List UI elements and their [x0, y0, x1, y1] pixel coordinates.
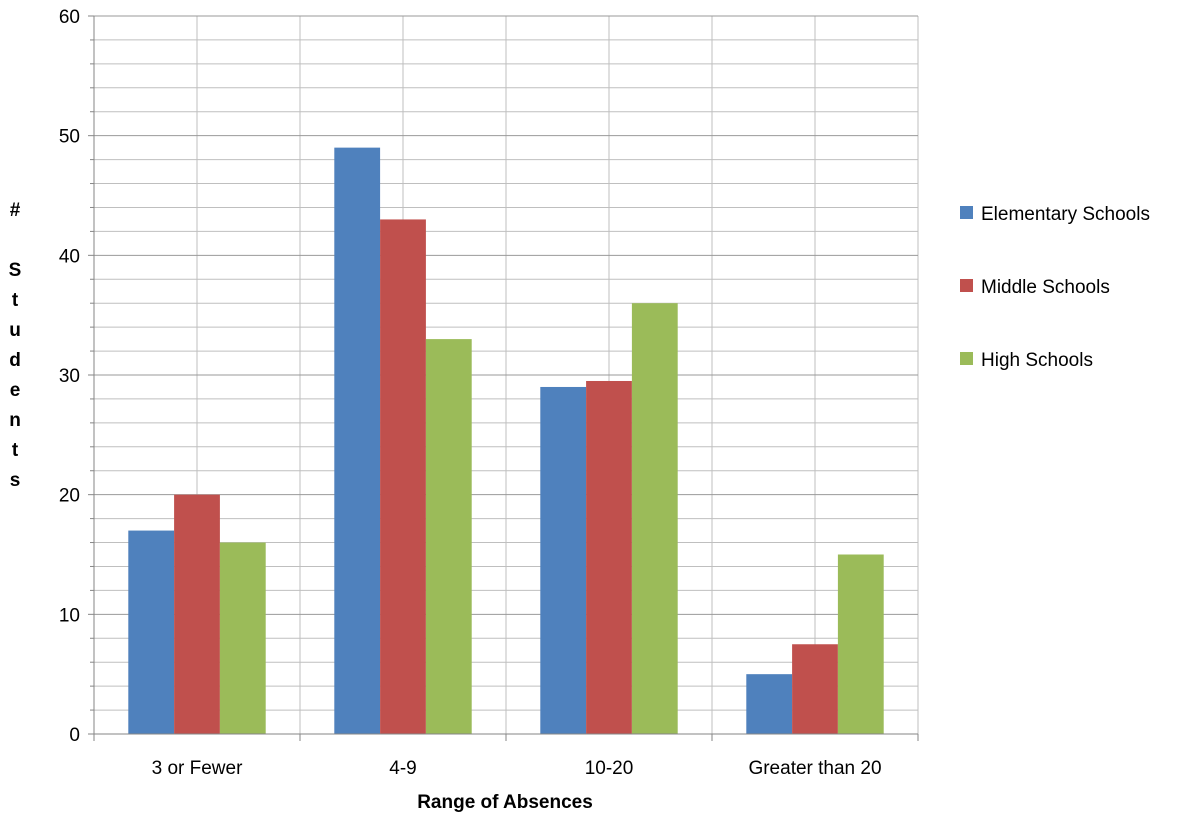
- y-axis-title-letter: d: [9, 350, 21, 371]
- bar: [837, 554, 884, 734]
- y-axis-title-letter: u: [9, 320, 21, 341]
- x-tick-label: Greater than 20: [748, 758, 881, 779]
- bar: [174, 494, 220, 734]
- y-tick-label: 20: [59, 486, 80, 507]
- legend: Elementary Schools Middle Schools High Sch…: [960, 204, 1150, 371]
- x-tick-label: 10-20: [585, 758, 634, 779]
- bars: [128, 147, 884, 735]
- y-axis-title-letter: #: [10, 200, 21, 221]
- y-tick-label: 40: [59, 246, 80, 267]
- bar: [631, 303, 678, 734]
- y-tick-label: 50: [59, 127, 80, 148]
- y-tick-label: 10: [59, 605, 80, 626]
- legend-label: High Schools: [981, 350, 1093, 371]
- legend-swatch: [960, 352, 973, 365]
- y-axis-title-letter: t: [12, 440, 19, 461]
- x-tick-label: 3 or Fewer: [152, 758, 243, 779]
- y-axis-title-letter: S: [9, 260, 22, 281]
- y-tick-label: 0: [69, 725, 80, 746]
- y-tick-label: 60: [59, 7, 80, 28]
- legend-label: Middle Schools: [981, 277, 1110, 298]
- x-tick-labels: 3 or Fewer 4-9 10-20 Greater than 20: [152, 758, 882, 779]
- bar: [334, 147, 381, 735]
- bar: [540, 386, 587, 734]
- y-tick-labels: 0 10 20 30 40 50 60: [59, 7, 80, 746]
- bar: [792, 644, 838, 734]
- y-axis-title-letter: e: [10, 380, 21, 401]
- y-axis-title-letter: s: [10, 470, 21, 491]
- bar: [128, 530, 175, 734]
- x-tick-label: 4-9: [389, 758, 416, 779]
- bar: [586, 380, 632, 734]
- bar: [380, 219, 426, 734]
- legend-label: Elementary Schools: [981, 204, 1150, 225]
- bar: [219, 542, 266, 734]
- y-tick-label: 30: [59, 366, 80, 387]
- y-axis-title-letter: t: [12, 290, 19, 311]
- legend-swatch: [960, 206, 973, 219]
- y-axis-title-letter: n: [9, 410, 21, 431]
- axes: [88, 15, 919, 741]
- bar: [425, 339, 472, 734]
- legend-swatch: [960, 279, 973, 292]
- bar: [746, 674, 793, 734]
- x-axis-title: Range of Absences: [417, 792, 593, 813]
